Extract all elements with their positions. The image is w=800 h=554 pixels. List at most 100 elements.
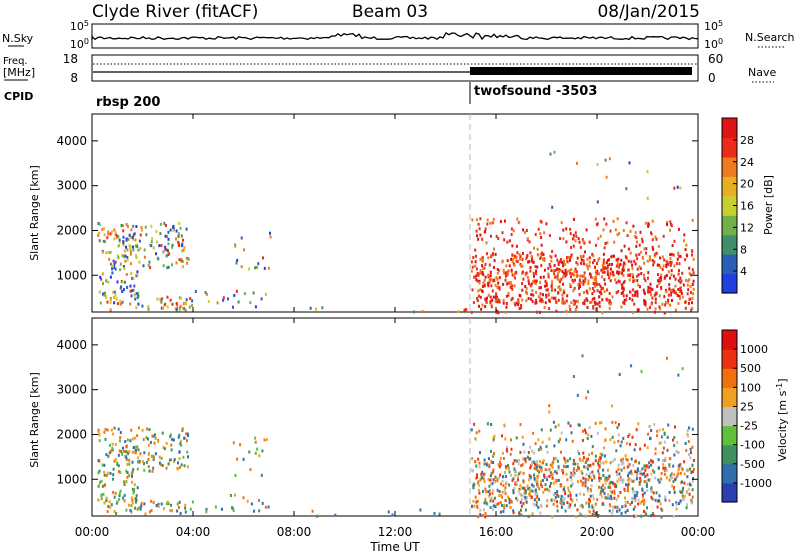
range-cell bbox=[112, 490, 115, 494]
range-cell bbox=[551, 472, 554, 476]
range-cell bbox=[598, 304, 601, 308]
range-cell bbox=[492, 499, 495, 503]
colorbar-block bbox=[722, 137, 737, 158]
range-cell bbox=[565, 438, 568, 442]
range-cell bbox=[472, 484, 475, 488]
range-cell bbox=[477, 294, 480, 298]
range-cell bbox=[610, 494, 612, 498]
range-cell bbox=[489, 295, 492, 299]
range-cell bbox=[679, 286, 682, 290]
colorbar-block bbox=[722, 195, 737, 216]
range-cell bbox=[557, 467, 560, 471]
range-cell bbox=[109, 443, 111, 447]
range-cell bbox=[591, 276, 594, 280]
range-cell bbox=[639, 267, 642, 270]
range-cell bbox=[619, 478, 622, 482]
range-cell bbox=[615, 498, 618, 502]
range-cell bbox=[575, 234, 578, 238]
range-cell bbox=[503, 423, 506, 427]
range-cell bbox=[680, 292, 683, 295]
range-cell bbox=[334, 513, 337, 517]
range-cell bbox=[552, 493, 555, 496]
range-cell bbox=[595, 271, 598, 275]
range-cell bbox=[104, 427, 107, 431]
range-cell bbox=[612, 271, 615, 275]
range-cell bbox=[106, 510, 109, 513]
range-cell bbox=[583, 271, 586, 275]
range-cell bbox=[134, 451, 137, 455]
range-cell bbox=[601, 311, 604, 315]
range-cell bbox=[686, 491, 689, 495]
range-cell bbox=[563, 263, 566, 266]
range-cell bbox=[643, 498, 646, 502]
range-cell bbox=[478, 281, 481, 285]
range-cell bbox=[620, 462, 623, 466]
range-cell bbox=[670, 252, 673, 256]
range-cell bbox=[643, 472, 646, 475]
range-cell bbox=[503, 238, 506, 242]
range-cell bbox=[666, 356, 668, 360]
range-cell bbox=[622, 286, 625, 290]
range-cell bbox=[186, 261, 189, 265]
range-cell bbox=[118, 238, 121, 242]
range-cell bbox=[118, 439, 121, 443]
range-cell bbox=[498, 276, 501, 280]
range-cell bbox=[619, 491, 622, 494]
range-cell bbox=[136, 270, 139, 274]
range-cell bbox=[109, 308, 112, 312]
range-cell bbox=[498, 269, 501, 273]
range-cell bbox=[207, 300, 210, 304]
range-cell bbox=[492, 468, 495, 472]
range-cell bbox=[179, 439, 182, 443]
range-cell bbox=[626, 478, 629, 482]
range-cell bbox=[631, 298, 634, 302]
range-cell bbox=[587, 457, 589, 461]
range-cell bbox=[476, 234, 478, 238]
range-cell bbox=[529, 266, 532, 269]
range-cell bbox=[612, 482, 615, 486]
range-cell bbox=[668, 287, 671, 291]
range-cell bbox=[634, 459, 637, 463]
range-cell bbox=[573, 467, 576, 471]
range-cell bbox=[654, 301, 657, 305]
range-cell bbox=[629, 290, 632, 294]
range-cell bbox=[659, 441, 662, 445]
range-cell bbox=[166, 266, 168, 270]
range-cell bbox=[167, 237, 170, 241]
range-cell bbox=[511, 273, 514, 277]
time-tick-label: 04:00 bbox=[176, 525, 211, 539]
station-title: Clyde River (fitACF) bbox=[92, 2, 258, 22]
cpid-segment-1: rbsp 200 bbox=[96, 95, 160, 110]
range-cell bbox=[252, 291, 255, 295]
range-cell bbox=[619, 262, 622, 266]
range-cell bbox=[471, 457, 474, 460]
range-cell bbox=[528, 240, 531, 244]
range-cell bbox=[503, 506, 506, 510]
range-cell bbox=[510, 270, 513, 274]
range-cell bbox=[656, 505, 659, 509]
range-cell bbox=[560, 497, 563, 501]
range-cell bbox=[134, 500, 137, 504]
range-cell bbox=[613, 489, 616, 493]
range-cell bbox=[179, 226, 182, 230]
range-cell bbox=[617, 272, 620, 276]
range-cell bbox=[484, 275, 487, 279]
range-cell bbox=[570, 471, 573, 475]
range-cell bbox=[598, 300, 601, 304]
range-cell bbox=[616, 261, 619, 265]
range-cell bbox=[514, 303, 517, 307]
range-cell bbox=[125, 458, 128, 462]
range-cell bbox=[673, 453, 676, 457]
colorbar-block bbox=[722, 118, 737, 139]
range-cell bbox=[570, 268, 573, 271]
range-cell bbox=[111, 442, 114, 446]
range-cell bbox=[584, 277, 587, 281]
range-cell bbox=[507, 293, 510, 297]
range-cell bbox=[547, 288, 549, 292]
range-cell bbox=[609, 302, 612, 306]
range-cell bbox=[571, 278, 574, 282]
range-cell bbox=[103, 430, 106, 434]
range-cell bbox=[678, 290, 681, 294]
range-cell bbox=[99, 275, 102, 279]
